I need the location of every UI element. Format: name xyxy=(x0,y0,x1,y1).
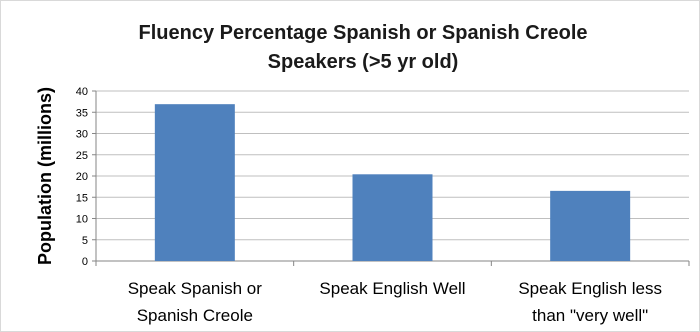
x-category-label: Speak Spanish or xyxy=(128,279,263,298)
y-tick-label: 15 xyxy=(76,192,88,204)
y-tick-label: 30 xyxy=(76,129,88,141)
x-category-label: Speak English less xyxy=(518,279,662,298)
chart-title-line: Fluency Percentage Spanish or Spanish Cr… xyxy=(138,22,587,44)
y-tick-label: 10 xyxy=(76,214,88,226)
y-tick-label: 25 xyxy=(76,150,88,162)
bar xyxy=(154,104,235,261)
bar xyxy=(550,190,631,261)
x-category-label: than "very well" xyxy=(532,306,648,325)
x-category-label: Speak English Well xyxy=(319,279,465,298)
y-tick-label: 40 xyxy=(76,86,88,98)
bar xyxy=(352,174,433,261)
y-tick-label: 35 xyxy=(76,107,88,119)
y-tick-label: 5 xyxy=(82,235,88,247)
y-tick-label: 20 xyxy=(76,171,88,183)
chart-title-line: Speakers (>5 yr old) xyxy=(268,51,459,73)
y-tick-label: 0 xyxy=(82,256,88,268)
y-axis-label: Population (millions) xyxy=(35,87,55,265)
x-category-label: Spanish Creole xyxy=(137,306,253,325)
